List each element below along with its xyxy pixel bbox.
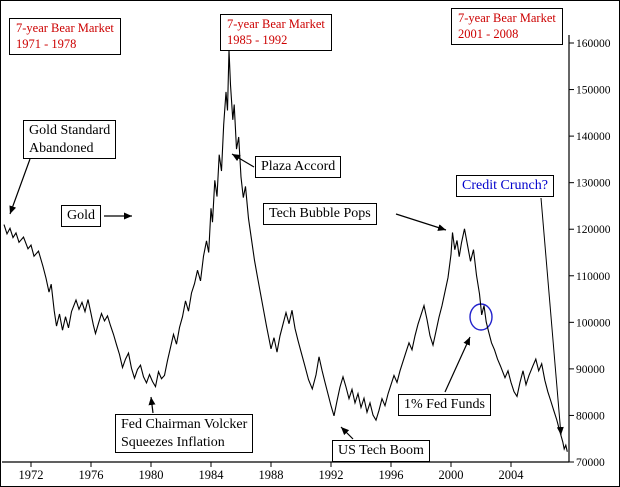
bear-market-2001-years: 2001 - 2008 [458, 26, 519, 41]
gold-standard-line2: Abandoned [29, 140, 94, 156]
x-tick-label: 1980 [139, 468, 164, 482]
x-tick-label: 1976 [79, 468, 104, 482]
volcker-callout: Fed Chairman Volcker Squeezes Inflation [115, 414, 254, 453]
credit-crunch-callout: Credit Crunch? [456, 175, 554, 197]
bear-market-1971-label: 7-year Bear Market 1971 - 1978 [9, 18, 121, 56]
gold-price-line [3, 49, 568, 452]
bear-market-1985-years: 1985 - 1992 [227, 32, 288, 47]
bear-market-1971-title: 7-year Bear Market [16, 21, 114, 35]
credit-crunch-pointer [540, 197, 564, 436]
y-tick-label: 110000 [576, 271, 610, 283]
x-tick-label: 2004 [499, 468, 525, 482]
y-tick-label: 150000 [576, 85, 611, 97]
bear-market-1985-title: 7-year Bear Market [227, 17, 325, 31]
bear-market-2001-title: 7-year Bear Market [458, 11, 556, 25]
y-tick-label: 100000 [576, 317, 611, 329]
y-tick-label: 80000 [576, 410, 605, 422]
y-tick-label: 90000 [576, 364, 605, 376]
tech-boom-arrow [340, 426, 354, 440]
bear-market-1971-years: 1971 - 1978 [16, 36, 77, 51]
fed-funds-callout: 1% Fed Funds [398, 394, 491, 416]
gold-standard-callout: Gold Standard Abandoned [23, 120, 117, 159]
gold-callout: Gold [61, 205, 101, 227]
x-tick-label: 1996 [379, 468, 404, 482]
gold-standard-line1: Gold Standard [29, 123, 111, 138]
bear-market-2001-label: 7-year Bear Market 2001 - 2008 [451, 8, 563, 46]
plaza-accord-arrow [231, 153, 255, 168]
x-tick-label: 1988 [259, 468, 284, 482]
x-tick-label: 1984 [199, 468, 225, 482]
volcker-arrow [148, 396, 156, 414]
y-tick-label: 70000 [576, 457, 605, 469]
tech-bubble-arrow [395, 213, 447, 231]
fed-funds-arrow [444, 336, 471, 393]
tech-bubble-callout: Tech Bubble Pops [263, 203, 377, 225]
y-tick-label: 130000 [576, 178, 611, 190]
y-tick-label: 160000 [576, 38, 611, 50]
plaza-accord-callout: Plaza Accord [255, 156, 342, 178]
x-tick-label: 2000 [439, 468, 464, 482]
tech-boom-callout: US Tech Boom [332, 440, 430, 462]
volcker-line1: Fed Chairman Volcker [121, 417, 248, 432]
y-tick-label: 140000 [576, 131, 611, 143]
x-tick-label: 1992 [319, 468, 344, 482]
gold-standard-arrow [9, 158, 31, 215]
volcker-line2: Squeezes Inflation [121, 434, 225, 450]
x-tick-label: 1972 [19, 468, 44, 482]
bear-market-1985-label: 7-year Bear Market 1985 - 1992 [220, 14, 332, 52]
y-tick-label: 120000 [576, 224, 611, 236]
